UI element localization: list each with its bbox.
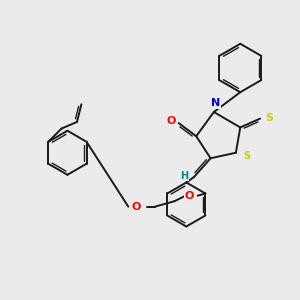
Text: N: N	[212, 98, 221, 108]
Text: O: O	[166, 116, 176, 126]
Text: O: O	[131, 202, 141, 212]
Text: H: H	[180, 171, 188, 181]
Text: S: S	[243, 151, 250, 161]
Text: O: O	[184, 191, 194, 201]
Text: S: S	[265, 112, 273, 122]
